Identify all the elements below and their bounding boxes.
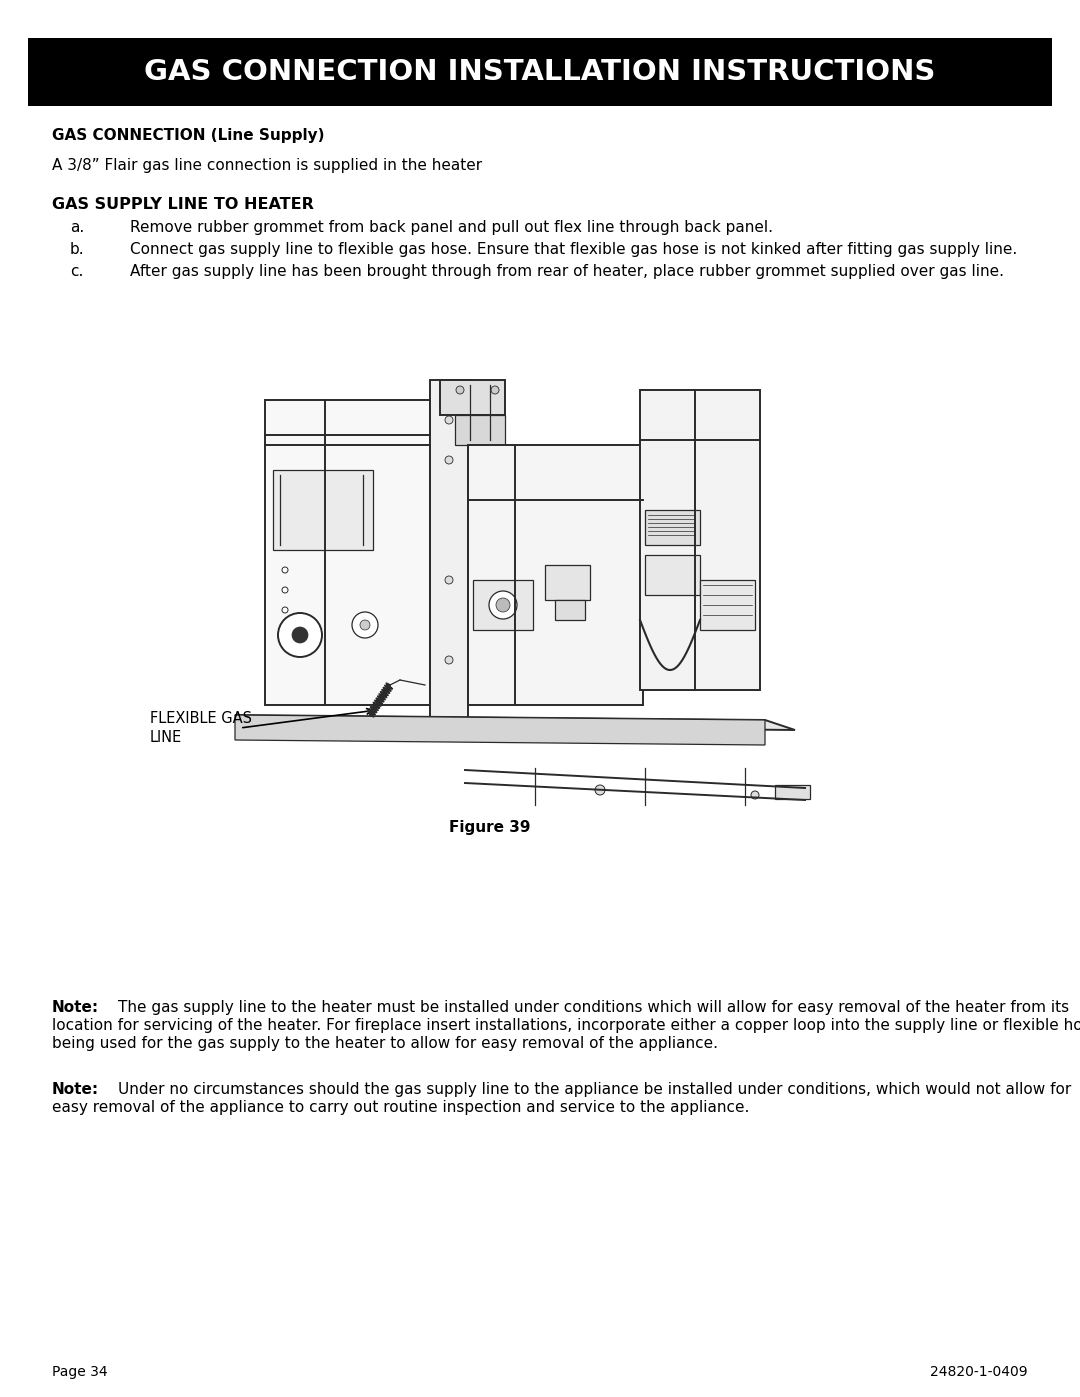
- Text: being used for the gas supply to the heater to allow for easy removal of the app: being used for the gas supply to the hea…: [52, 1037, 718, 1051]
- Circle shape: [456, 386, 464, 394]
- Circle shape: [489, 591, 517, 619]
- Text: Under no circumstances should the gas supply line to the appliance be installed : Under no circumstances should the gas su…: [118, 1083, 1071, 1097]
- Circle shape: [445, 576, 453, 584]
- Bar: [640, 390, 760, 690]
- Bar: [555, 599, 585, 620]
- Polygon shape: [235, 715, 765, 745]
- Circle shape: [445, 657, 453, 664]
- Text: Note:: Note:: [52, 1083, 99, 1097]
- Circle shape: [751, 791, 759, 799]
- Circle shape: [282, 587, 288, 592]
- Text: After gas supply line has been brought through from rear of heater, place rubber: After gas supply line has been brought t…: [130, 264, 1004, 279]
- Circle shape: [278, 613, 322, 657]
- Circle shape: [595, 785, 605, 795]
- Text: c.: c.: [70, 264, 83, 279]
- Text: Page 34: Page 34: [52, 1365, 108, 1379]
- Bar: [430, 380, 468, 719]
- Circle shape: [445, 455, 453, 464]
- Circle shape: [360, 620, 370, 630]
- Text: GAS CONNECTION INSTALLATION INSTRUCTIONS: GAS CONNECTION INSTALLATION INSTRUCTIONS: [145, 59, 935, 87]
- Text: A 3/8” Flair gas line connection is supplied in the heater: A 3/8” Flair gas line connection is supp…: [52, 158, 482, 173]
- Text: b.: b.: [70, 242, 84, 257]
- Text: Remove rubber grommet from back panel and pull out flex line through back panel.: Remove rubber grommet from back panel an…: [130, 219, 773, 235]
- Bar: [473, 580, 534, 630]
- Text: Figure 39: Figure 39: [449, 820, 530, 835]
- Text: easy removal of the appliance to carry out routine inspection and service to the: easy removal of the appliance to carry o…: [52, 1099, 750, 1115]
- Polygon shape: [235, 715, 795, 731]
- Circle shape: [352, 612, 378, 638]
- Circle shape: [282, 567, 288, 573]
- Circle shape: [292, 627, 308, 643]
- Text: Connect gas supply line to flexible gas hose. Ensure that flexible gas hose is n: Connect gas supply line to flexible gas …: [130, 242, 1017, 257]
- Circle shape: [282, 608, 288, 613]
- Circle shape: [491, 386, 499, 394]
- Bar: [455, 415, 505, 446]
- Bar: [645, 510, 700, 545]
- Text: location for servicing of the heater. For fireplace insert installations, incorp: location for servicing of the heater. Fo…: [52, 1018, 1080, 1032]
- Text: GAS SUPPLY LINE TO HEATER: GAS SUPPLY LINE TO HEATER: [52, 197, 314, 212]
- Bar: [440, 380, 505, 415]
- Circle shape: [496, 598, 510, 612]
- Bar: [700, 580, 755, 630]
- Bar: [28, 38, 1052, 106]
- Circle shape: [445, 416, 453, 425]
- Bar: [468, 446, 643, 705]
- Text: GAS CONNECTION (Line Supply): GAS CONNECTION (Line Supply): [52, 129, 324, 142]
- Text: a.: a.: [70, 219, 84, 235]
- Text: 24820-1-0409: 24820-1-0409: [930, 1365, 1028, 1379]
- Text: Note:: Note:: [52, 1000, 99, 1016]
- Text: The gas supply line to the heater must be installed under conditions which will : The gas supply line to the heater must b…: [118, 1000, 1069, 1016]
- Bar: [265, 400, 430, 705]
- Bar: [645, 555, 700, 595]
- Bar: [273, 469, 373, 550]
- Bar: [775, 785, 810, 799]
- Bar: [545, 564, 590, 599]
- Text: FLEXIBLE GAS
LINE: FLEXIBLE GAS LINE: [150, 711, 252, 746]
